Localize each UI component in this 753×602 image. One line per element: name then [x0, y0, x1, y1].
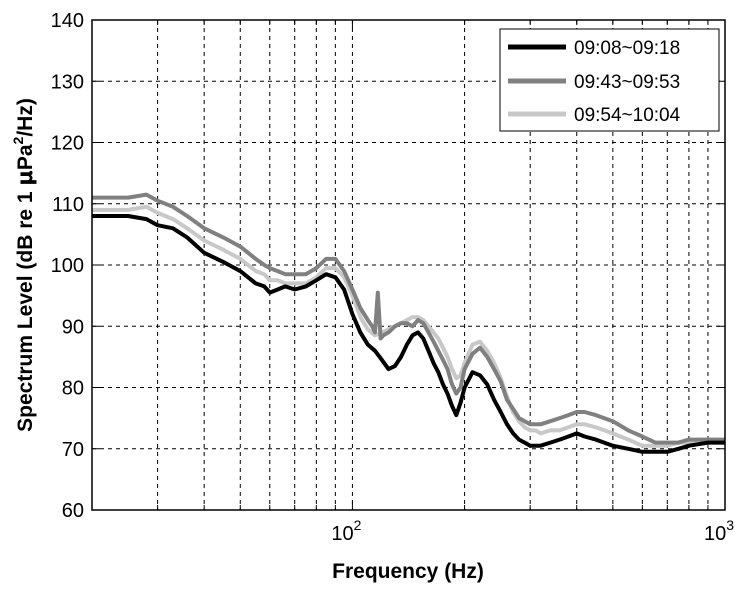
y-axis-label-tail: /Hz)	[14, 98, 37, 137]
y-tick-label: 70	[62, 439, 84, 461]
y-tick-label: 80	[62, 378, 84, 400]
y-axis-label: Spectrum Level (dB re 1 μPa2/Hz)	[10, 98, 37, 432]
series-line-1	[92, 192, 725, 445]
y-tick-label: 140	[51, 10, 84, 32]
tick-marks	[92, 20, 725, 510]
y-tick-label: 90	[62, 316, 84, 338]
y-axis-label-sup: 2	[10, 136, 26, 144]
x-tick-label: 102	[331, 517, 361, 545]
y-tick-label: 110	[52, 194, 84, 216]
y-tick-label: 120	[51, 133, 84, 155]
legend: 09:08~09:18 09:43~09:53 09:54~10:04	[499, 28, 720, 132]
series-line-0	[92, 214, 725, 454]
series-line-2	[92, 204, 725, 448]
y-axis-label-pa: Pa	[14, 144, 37, 170]
legend-label-1: 09:43~09:53	[574, 72, 680, 93]
y-tick-label: 60	[62, 500, 84, 522]
y-tick-label: 100	[51, 255, 84, 277]
legend-label-2: 09:54~10:04	[574, 105, 681, 126]
x-axis-label: Frequency (Hz)	[332, 560, 484, 583]
series-layer	[92, 192, 725, 454]
y-tick-label: 130	[51, 71, 84, 93]
y-axis-label-mu: μ	[13, 170, 37, 185]
x-tick-label: 103	[704, 517, 734, 545]
legend-label-0: 09:08~09:18	[574, 38, 680, 59]
y-axis-label-main: Spectrum Level (dB re 1	[14, 186, 37, 432]
y-tick-labels: 60 70 80 90 100 110 120 130 140	[51, 10, 84, 522]
x-tick-labels: 102 103	[331, 517, 734, 545]
